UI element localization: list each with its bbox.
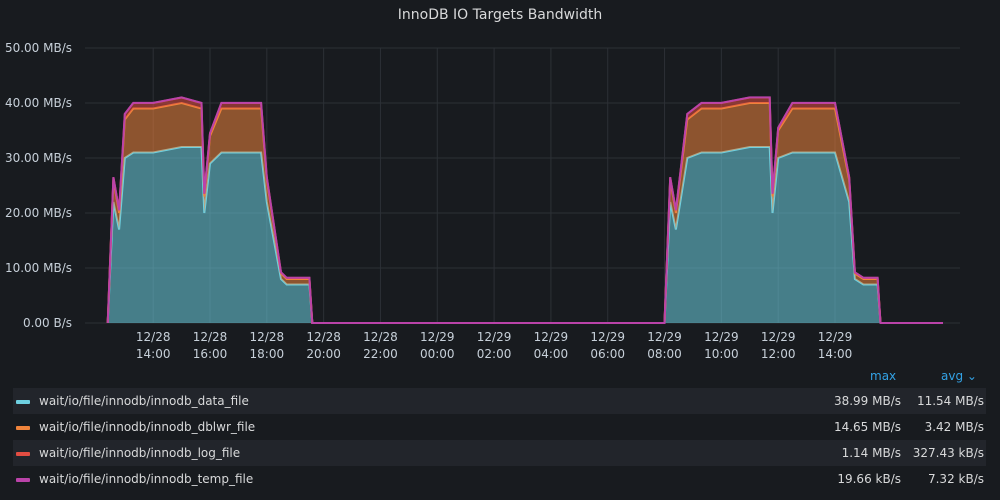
x-tick-label-date: 12/29 xyxy=(534,330,569,344)
x-tick-label-time: 16:00 xyxy=(193,347,228,360)
legend-series-avg: 7.32 kB/s xyxy=(927,472,984,486)
chart-series-areas xyxy=(106,96,943,324)
y-tick-label: 40.00 MB/s xyxy=(5,96,72,110)
x-tick-label-time: 04:00 xyxy=(534,347,569,360)
x-tick-label-date: 12/28 xyxy=(136,330,171,344)
panel-title: InnoDB IO Targets Bandwidth xyxy=(397,7,603,23)
x-tick-label-time: 08:00 xyxy=(647,347,682,360)
legend-series-max: 19.66 kB/s xyxy=(837,472,901,486)
series-area xyxy=(107,147,943,323)
y-axis: 0.00 B/s 10.00 MB/s 20.00 MB/s 30.00 MB/s 40… xyxy=(5,41,72,330)
x-tick-label-time: 20:00 xyxy=(306,347,341,360)
x-tick-label-time: 14:00 xyxy=(818,347,853,360)
y-tick-label: 50.00 MB/s xyxy=(5,41,72,55)
legend-row-dblwr-file[interactable]: wait/io/file/innodb/innodb_dblwr_file 14… xyxy=(13,414,986,440)
y-tick-label: 30.00 MB/s xyxy=(5,151,72,165)
series-color-swatch xyxy=(16,400,30,404)
x-tick-label-date: 12/29 xyxy=(590,330,625,344)
legend-series-name: wait/io/file/innodb/innodb_log_file xyxy=(39,446,241,460)
x-tick-label-time: 10:00 xyxy=(704,347,739,360)
y-tick-label: 20.00 MB/s xyxy=(5,206,72,220)
x-tick-label-time: 14:00 xyxy=(136,347,171,360)
legend-series-name: wait/io/file/innodb/innodb_dblwr_file xyxy=(39,420,256,434)
legend-series-avg: 327.43 kB/s xyxy=(912,446,984,460)
legend-header-max[interactable]: max xyxy=(870,369,897,383)
x-tick-label-date: 12/29 xyxy=(818,330,853,344)
x-tick-label-time: 00:00 xyxy=(420,347,455,360)
x-tick-label-date: 12/29 xyxy=(647,330,682,344)
x-tick-label-date: 12/28 xyxy=(193,330,228,344)
x-tick-label-time: 02:00 xyxy=(477,347,512,360)
series-area xyxy=(107,103,943,323)
chart-area[interactable]: 0.00 B/s 10.00 MB/s 20.00 MB/s 30.00 MB/s 40… xyxy=(0,0,1000,360)
legend-series-max: 38.99 MB/s xyxy=(833,394,901,408)
x-tick-label-date: 12/28 xyxy=(306,330,341,344)
legend-series-max: 1.14 MB/s xyxy=(841,446,901,460)
x-axis: 12/28 14:00 12/28 16:00 12/28 18:00 12/28 20:00… xyxy=(136,330,852,360)
legend-series-avg: 11.54 MB/s xyxy=(916,394,984,408)
legend-row-data-file[interactable]: wait/io/file/innodb/innodb_data_file 38.… xyxy=(13,388,986,414)
legend-series-max: 14.65 MB/s xyxy=(833,420,901,434)
x-tick-label-date: 12/29 xyxy=(704,330,739,344)
series-color-swatch xyxy=(16,426,30,430)
x-tick-label-time: 12:00 xyxy=(761,347,796,360)
x-tick-label-time: 18:00 xyxy=(250,347,285,360)
series-color-swatch xyxy=(16,478,30,482)
legend-row-log-file[interactable]: wait/io/file/innodb/innodb_log_file 1.14… xyxy=(13,440,986,466)
y-tick-label: 10.00 MB/s xyxy=(5,261,72,275)
x-tick-label-time: 06:00 xyxy=(590,347,625,360)
legend-header-avg[interactable]: avg ⌄ xyxy=(941,369,977,383)
x-tick-label-date: 12/28 xyxy=(363,330,398,344)
x-tick-label-date: 12/29 xyxy=(761,330,796,344)
series-line xyxy=(106,96,943,324)
series-color-swatch xyxy=(16,452,30,456)
x-tick-label-date: 12/29 xyxy=(420,330,455,344)
x-tick-label-date: 12/28 xyxy=(250,330,285,344)
y-tick-label: 0.00 B/s xyxy=(23,316,72,330)
legend-row-temp-file[interactable]: wait/io/file/innodb/innodb_temp_file 19.… xyxy=(13,466,986,492)
x-tick-label-date: 12/29 xyxy=(477,330,512,344)
legend-series-name: wait/io/file/innodb/innodb_temp_file xyxy=(39,472,254,486)
x-tick-label-time: 22:00 xyxy=(363,347,398,360)
legend-series-name: wait/io/file/innodb/innodb_data_file xyxy=(39,394,249,408)
legend-series-avg: 3.42 MB/s xyxy=(924,420,984,434)
